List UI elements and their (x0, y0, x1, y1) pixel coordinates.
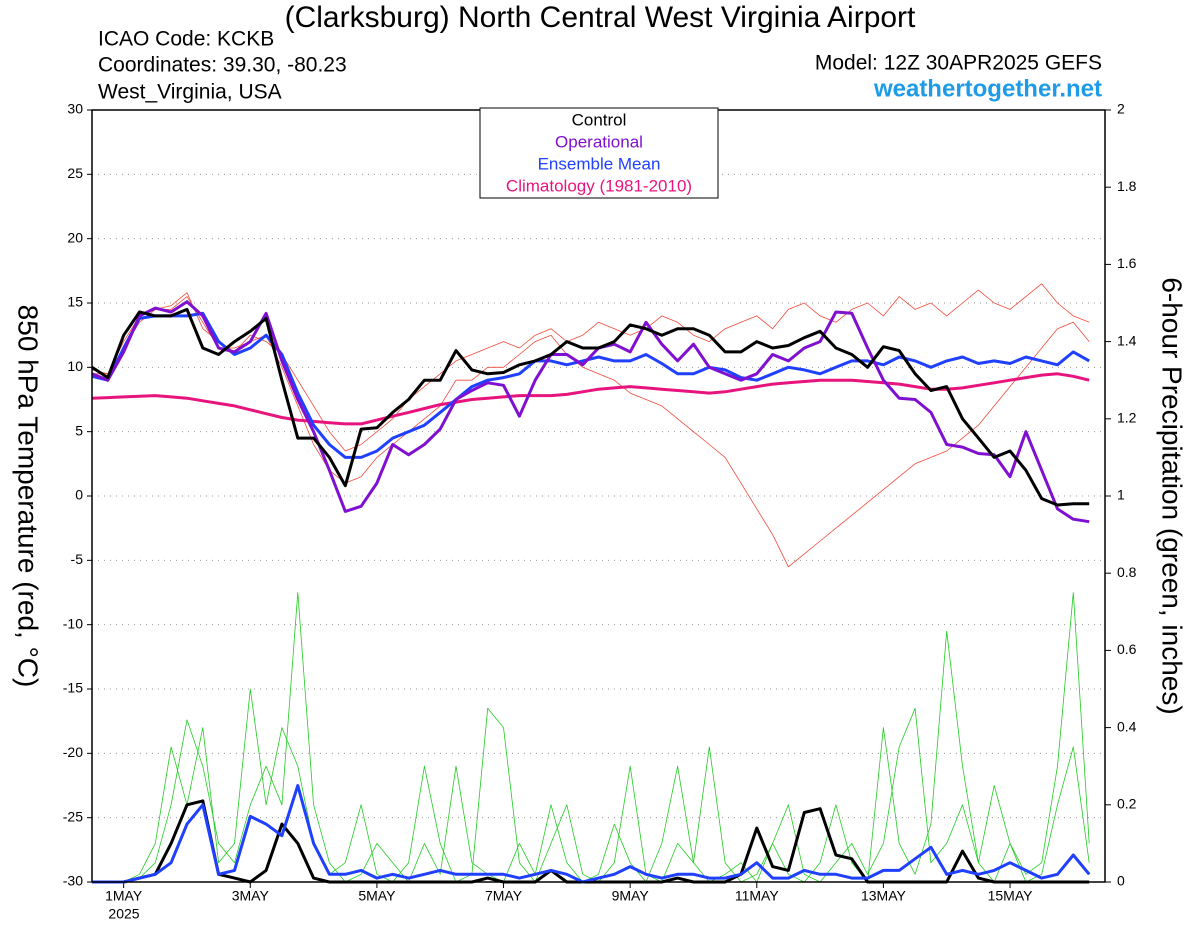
ensemble-precip-line (92, 688, 1090, 883)
y-tick-label: 25 (67, 165, 83, 181)
y2-tick-label: 1.8 (1117, 178, 1137, 194)
y2-tick-label: 0.2 (1117, 796, 1137, 812)
y-tick-label: 10 (67, 358, 83, 374)
website: weathertogether.net (873, 75, 1102, 102)
y-tick-label: -5 (71, 551, 84, 567)
series-line (91, 307, 1090, 507)
series-line (91, 300, 1090, 524)
y-tick-label: 15 (67, 294, 83, 310)
y-tick-label: -10 (63, 615, 83, 631)
y2-tick-label: 1.2 (1117, 410, 1137, 426)
chart-title: (Clarksburg) North Central West Virginia… (285, 1, 916, 34)
legend-entry: Climatology (1981-2010) (506, 176, 692, 195)
y-tick-label: 5 (75, 422, 83, 438)
x-tick-label: 7MAY (485, 888, 523, 904)
y2-tick-label: 1.4 (1117, 332, 1137, 348)
x-tick-label: 5MAY (358, 888, 396, 904)
x-sublabel: 2025 (108, 906, 139, 922)
y-tick-label: 30 (67, 101, 83, 117)
y2-tick-label: 1.6 (1117, 255, 1137, 271)
y-tick-label: -30 (63, 873, 83, 889)
legend-entry: Control (572, 110, 627, 129)
ensemble-temp-line (91, 283, 1090, 452)
y2-tick-label: 0.6 (1117, 641, 1137, 657)
legend-box (479, 107, 719, 199)
y2-tick-label: 2 (1117, 101, 1125, 117)
info-line: Coordinates: 39.30, -80.23 (98, 54, 347, 77)
plot-frame (91, 109, 1106, 883)
y-tick-label: 20 (67, 229, 83, 245)
series-line (91, 372, 1090, 426)
y-tick-label: -15 (63, 680, 83, 696)
y2-tick-label: 1 (1117, 487, 1125, 503)
legend-entry: Ensemble Mean (538, 154, 661, 173)
y-tick-label: -20 (63, 744, 83, 760)
x-tick-label: 9MAY (612, 888, 650, 904)
y2-tick-label: 0.4 (1117, 718, 1137, 734)
x-tick-label: 3MAY (232, 888, 270, 904)
y2-tick-label: 0.8 (1117, 564, 1137, 580)
x-tick-label: 15MAY (988, 888, 1034, 904)
ensemble-precip-line (92, 784, 1091, 884)
info-line: ICAO Code: KCKB (98, 28, 274, 51)
x-tick-label: 1MAY (105, 888, 143, 904)
x-tick-label: 13MAY (861, 888, 907, 904)
series-line (91, 311, 1090, 459)
y2-tick-label: 0 (1117, 873, 1125, 889)
x-tick-label: 11MAY (735, 888, 779, 904)
y-tick-label: -25 (63, 808, 83, 824)
info-line: West_Virginia, USA (98, 81, 282, 104)
y-axis-label: 850 hPa Temperature (red, °C) (13, 305, 44, 688)
ensemble-precip-line (92, 592, 1090, 883)
y2-axis-label: 6-hour Precipitation (green, inches) (1157, 277, 1188, 714)
legend-entry: Operational (555, 132, 643, 151)
model-info: Model: 12Z 30APR2025 GEFS (815, 52, 1102, 75)
y-tick-label: 0 (75, 487, 83, 503)
